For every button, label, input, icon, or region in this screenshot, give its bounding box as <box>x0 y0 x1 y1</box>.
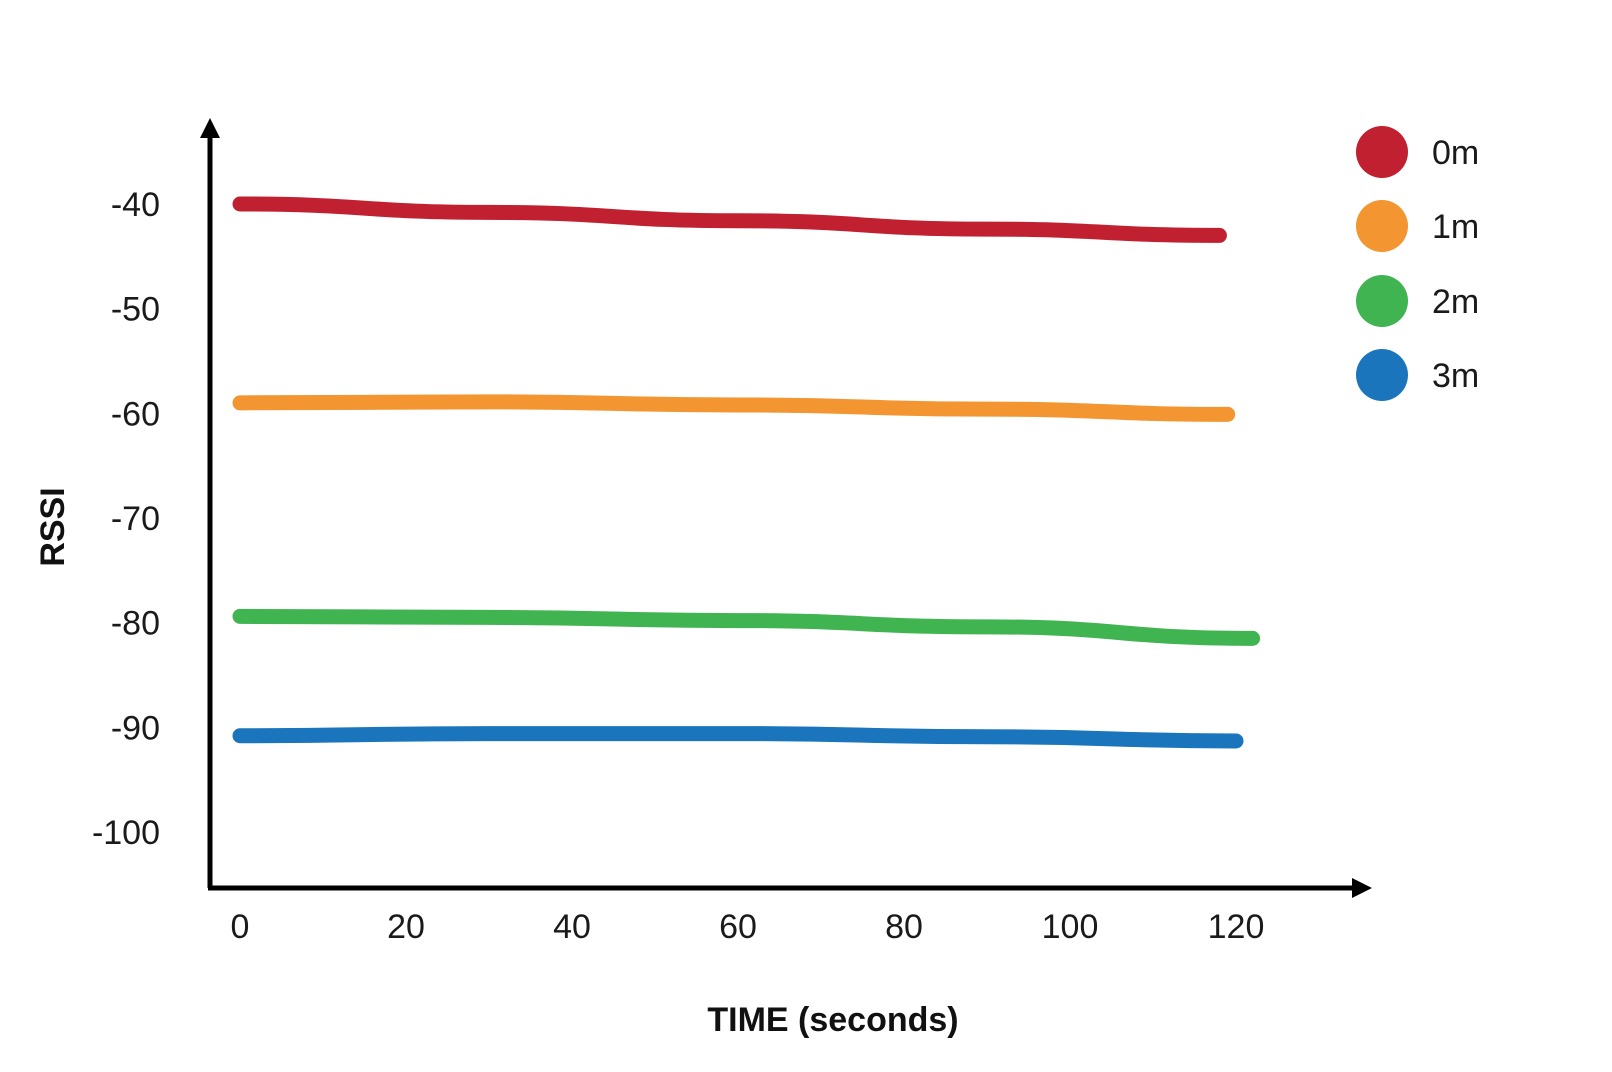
legend-marker-0m <box>1356 126 1408 178</box>
legend: 0m 1m 2m 3m <box>1356 126 1479 401</box>
series-lines <box>232 196 1261 749</box>
x-tick-label: 120 <box>1208 908 1265 946</box>
x-tick-label: 0 <box>231 908 250 946</box>
y-tick-label: -40 <box>111 186 160 224</box>
x-tick-labels: 0 20 40 60 80 100 120 <box>231 908 1265 946</box>
x-tick-label: 80 <box>885 908 923 946</box>
x-tick-label: 40 <box>553 908 591 946</box>
series-line-3m <box>232 726 1244 749</box>
legend-marker-2m <box>1356 275 1408 327</box>
y-tick-label: -100 <box>92 814 160 852</box>
legend-label-1m: 1m <box>1432 208 1479 246</box>
series-line-1m <box>232 394 1236 422</box>
y-axis-title: RSSI <box>34 487 72 566</box>
y-tick-labels: -40 -50 -60 -70 -80 -90 -100 <box>92 186 160 852</box>
y-tick-label: -90 <box>111 709 160 747</box>
legend-marker-1m <box>1356 200 1408 252</box>
series-line-2m <box>232 608 1261 646</box>
y-tick-label: -80 <box>111 605 160 643</box>
legend-label-2m: 2m <box>1432 283 1479 321</box>
y-tick-label: -70 <box>111 500 160 538</box>
x-tick-label: 60 <box>719 908 757 946</box>
legend-label-3m: 3m <box>1432 357 1479 395</box>
x-tick-label: 20 <box>387 908 425 946</box>
series-line-0m <box>232 196 1227 243</box>
x-tick-label: 100 <box>1042 908 1099 946</box>
legend-label-0m: 0m <box>1432 134 1479 172</box>
x-axis-title: TIME (seconds) <box>707 1001 958 1039</box>
y-tick-label: -50 <box>111 291 160 329</box>
y-tick-label: -60 <box>111 395 160 433</box>
axes <box>200 118 1372 898</box>
legend-marker-3m <box>1356 349 1408 401</box>
